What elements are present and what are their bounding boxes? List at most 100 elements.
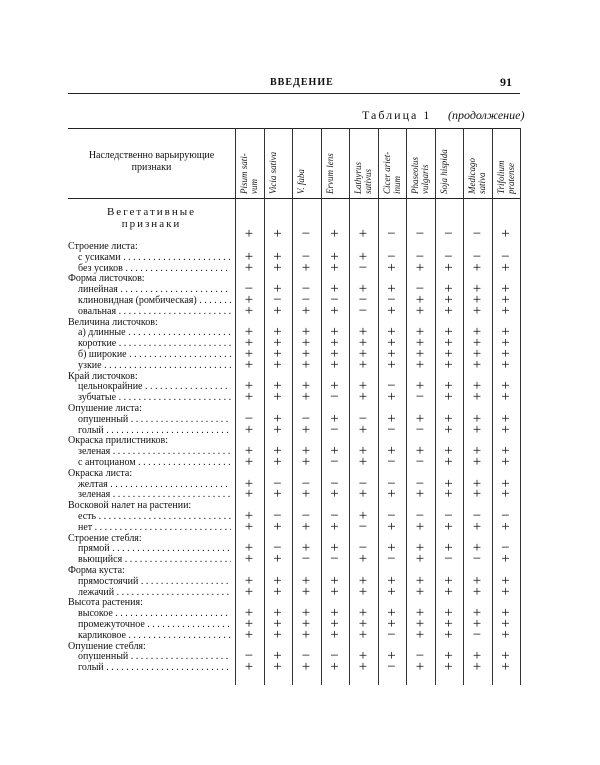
- first-header: Наследственно варьирующие: [88, 150, 215, 161]
- cell: −: [444, 226, 453, 242]
- cell: −: [301, 475, 311, 492]
- row-label: зеленая: [78, 446, 231, 457]
- cell: +: [501, 583, 510, 600]
- cell: +: [358, 551, 368, 568]
- cell: −: [415, 281, 425, 298]
- row-label: с антоцианом: [78, 457, 231, 468]
- cell: +: [330, 443, 339, 460]
- cell: +: [358, 648, 368, 665]
- cell: +: [387, 605, 396, 622]
- cell: +: [415, 335, 425, 352]
- rule: [68, 93, 520, 94]
- cell: +: [301, 324, 311, 341]
- cell: −: [273, 292, 282, 308]
- cell: +: [415, 259, 425, 276]
- group-label: Форма листочков:: [68, 273, 145, 285]
- row-label: клиновидная (ромбическая): [78, 295, 231, 306]
- cell: +: [273, 659, 282, 676]
- cell: +: [444, 540, 453, 557]
- cell: +: [387, 335, 396, 352]
- cell: +: [472, 475, 482, 492]
- group-label: Окраска прилистников:: [68, 435, 169, 447]
- cell: +: [472, 410, 482, 427]
- cell: −: [273, 540, 282, 557]
- cell: +: [273, 486, 282, 503]
- cell: +: [472, 324, 482, 341]
- cell: +: [330, 346, 339, 362]
- cell: +: [301, 346, 311, 362]
- cell: −: [415, 389, 425, 406]
- cell: +: [330, 540, 339, 557]
- cell: +: [472, 605, 482, 622]
- cell: −: [444, 551, 453, 568]
- cell: −: [387, 226, 396, 242]
- cell: +: [330, 259, 339, 276]
- row-label: высокое: [78, 608, 231, 619]
- cell: −: [358, 292, 368, 308]
- cell: +: [415, 583, 425, 600]
- row-label: промежуточное: [78, 619, 231, 630]
- row-label: голый: [78, 425, 231, 436]
- row-label: линейная: [78, 284, 231, 295]
- cell: +: [472, 443, 482, 460]
- cell: +: [501, 378, 510, 395]
- cell: +: [444, 335, 453, 352]
- cell: +: [387, 443, 396, 460]
- cell: +: [472, 389, 482, 406]
- cell: +: [501, 626, 510, 643]
- cell: +: [501, 292, 510, 308]
- cell: +: [415, 356, 425, 373]
- cell: +: [415, 616, 425, 632]
- cell: +: [387, 281, 396, 298]
- cell: +: [244, 659, 254, 676]
- cell: +: [444, 454, 453, 470]
- cell: −: [330, 648, 339, 665]
- cell: +: [358, 572, 368, 589]
- cell: +: [501, 421, 510, 438]
- row-label: цельнокрайние: [78, 381, 231, 392]
- cell: +: [501, 475, 510, 492]
- column-header: pratense: [505, 163, 516, 194]
- cell: −: [387, 248, 396, 265]
- cell: +: [330, 302, 339, 319]
- cell: +: [415, 346, 425, 362]
- cell: +: [358, 378, 368, 395]
- cell: +: [501, 454, 510, 470]
- cell: +: [501, 410, 510, 427]
- running-title: ВВЕДЕНИЕ: [270, 77, 334, 88]
- cell: −: [358, 518, 368, 535]
- cell: +: [472, 572, 482, 589]
- cell: +: [387, 324, 396, 341]
- cell: −: [387, 378, 396, 395]
- row-label: опушенный: [78, 414, 231, 425]
- section-title: Вегетативные: [106, 206, 197, 218]
- cell: −: [244, 410, 254, 427]
- cell: −: [301, 508, 311, 524]
- column-header: Lathyrus: [353, 161, 363, 194]
- column-header: sativa: [477, 172, 487, 195]
- cell: +: [444, 443, 453, 460]
- cell: +: [244, 421, 254, 438]
- cell: +: [387, 486, 396, 503]
- cell: +: [387, 518, 396, 535]
- cell: +: [244, 248, 254, 265]
- cell: +: [301, 259, 311, 276]
- row-label: вьющийся: [78, 554, 231, 565]
- cell: +: [415, 605, 425, 622]
- cell: −: [387, 508, 396, 524]
- cell: +: [444, 616, 453, 632]
- cell: +: [330, 616, 339, 632]
- cell: +: [358, 324, 368, 341]
- cell: +: [273, 583, 282, 600]
- cell: +: [387, 572, 396, 589]
- column-header: Vicia sativa: [267, 151, 278, 194]
- group-label: Строение стебля:: [68, 532, 142, 544]
- cell: +: [244, 508, 254, 524]
- row-label: а) длинные: [78, 327, 231, 338]
- cell: −: [501, 508, 510, 524]
- cell: +: [387, 389, 396, 406]
- cell: −: [415, 648, 425, 665]
- cell: +: [501, 443, 510, 460]
- cell: +: [387, 259, 396, 276]
